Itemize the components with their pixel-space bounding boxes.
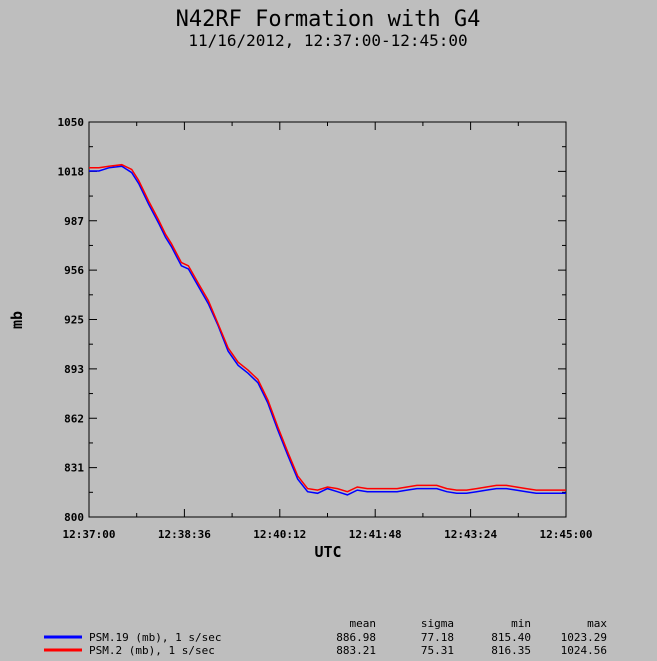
stat-psm19-max: 1023.29 <box>561 631 607 644</box>
x-tick-label: 12:43:24 <box>444 528 497 541</box>
series-line-psm2 <box>89 163 566 493</box>
plot-frame <box>88 121 567 518</box>
y-tick-label: 956 <box>64 264 84 277</box>
chart-subtitle: 11/16/2012, 12:37:00-12:45:00 <box>188 31 467 50</box>
x-axis: 12:37:00 12:38:36 12:40:12 12:41:48 12:43:24… <box>63 122 593 541</box>
x-tick-label: 12:41:48 <box>349 528 402 541</box>
y-tick-label: 862 <box>64 412 84 425</box>
legend-label-psm2: PSM.2 (mb), 1 s/sec <box>89 644 215 657</box>
y-axis-label: mb <box>8 311 26 329</box>
y-tick-label: 893 <box>64 363 84 376</box>
x-tick-label: 12:45:00 <box>540 528 593 541</box>
chart-title: N42RF Formation with G4 <box>176 7 481 32</box>
stat-header-mean: mean <box>350 617 377 630</box>
stat-header-sigma: sigma <box>421 617 454 630</box>
legend: mean sigma min max PSM.19 (mb), 1 s/sec … <box>44 617 607 657</box>
stat-psm2-mean: 883.21 <box>336 644 376 657</box>
stat-psm19-sigma: 77.18 <box>421 631 454 644</box>
stat-header-min: min <box>511 617 531 630</box>
series-line-psm19 <box>89 165 566 496</box>
stat-header-max: max <box>587 617 607 630</box>
y-tick-label: 831 <box>64 462 84 475</box>
x-tick-label: 12:37:00 <box>63 528 116 541</box>
x-tick-label: 12:38:36 <box>158 528 211 541</box>
x-tick-label: 12:40:12 <box>253 528 306 541</box>
stat-psm2-min: 816.35 <box>491 644 531 657</box>
legend-label-psm19: PSM.19 (mb), 1 s/sec <box>89 631 221 644</box>
series-lines <box>89 163 566 496</box>
stat-psm19-mean: 886.98 <box>336 631 376 644</box>
stat-psm2-max: 1024.56 <box>561 644 607 657</box>
stat-psm19-min: 815.40 <box>491 631 531 644</box>
y-axis: 1050 1018 987 956 925 893 862 831 800 <box>58 116 566 524</box>
y-tick-label: 987 <box>64 215 84 228</box>
y-tick-label: 1018 <box>58 165 85 178</box>
y-tick-label: 1050 <box>58 116 85 129</box>
stat-psm2-sigma: 75.31 <box>421 644 454 657</box>
x-axis-label: UTC <box>314 543 341 561</box>
y-tick-label: 925 <box>64 314 84 327</box>
y-tick-label: 800 <box>64 511 84 524</box>
